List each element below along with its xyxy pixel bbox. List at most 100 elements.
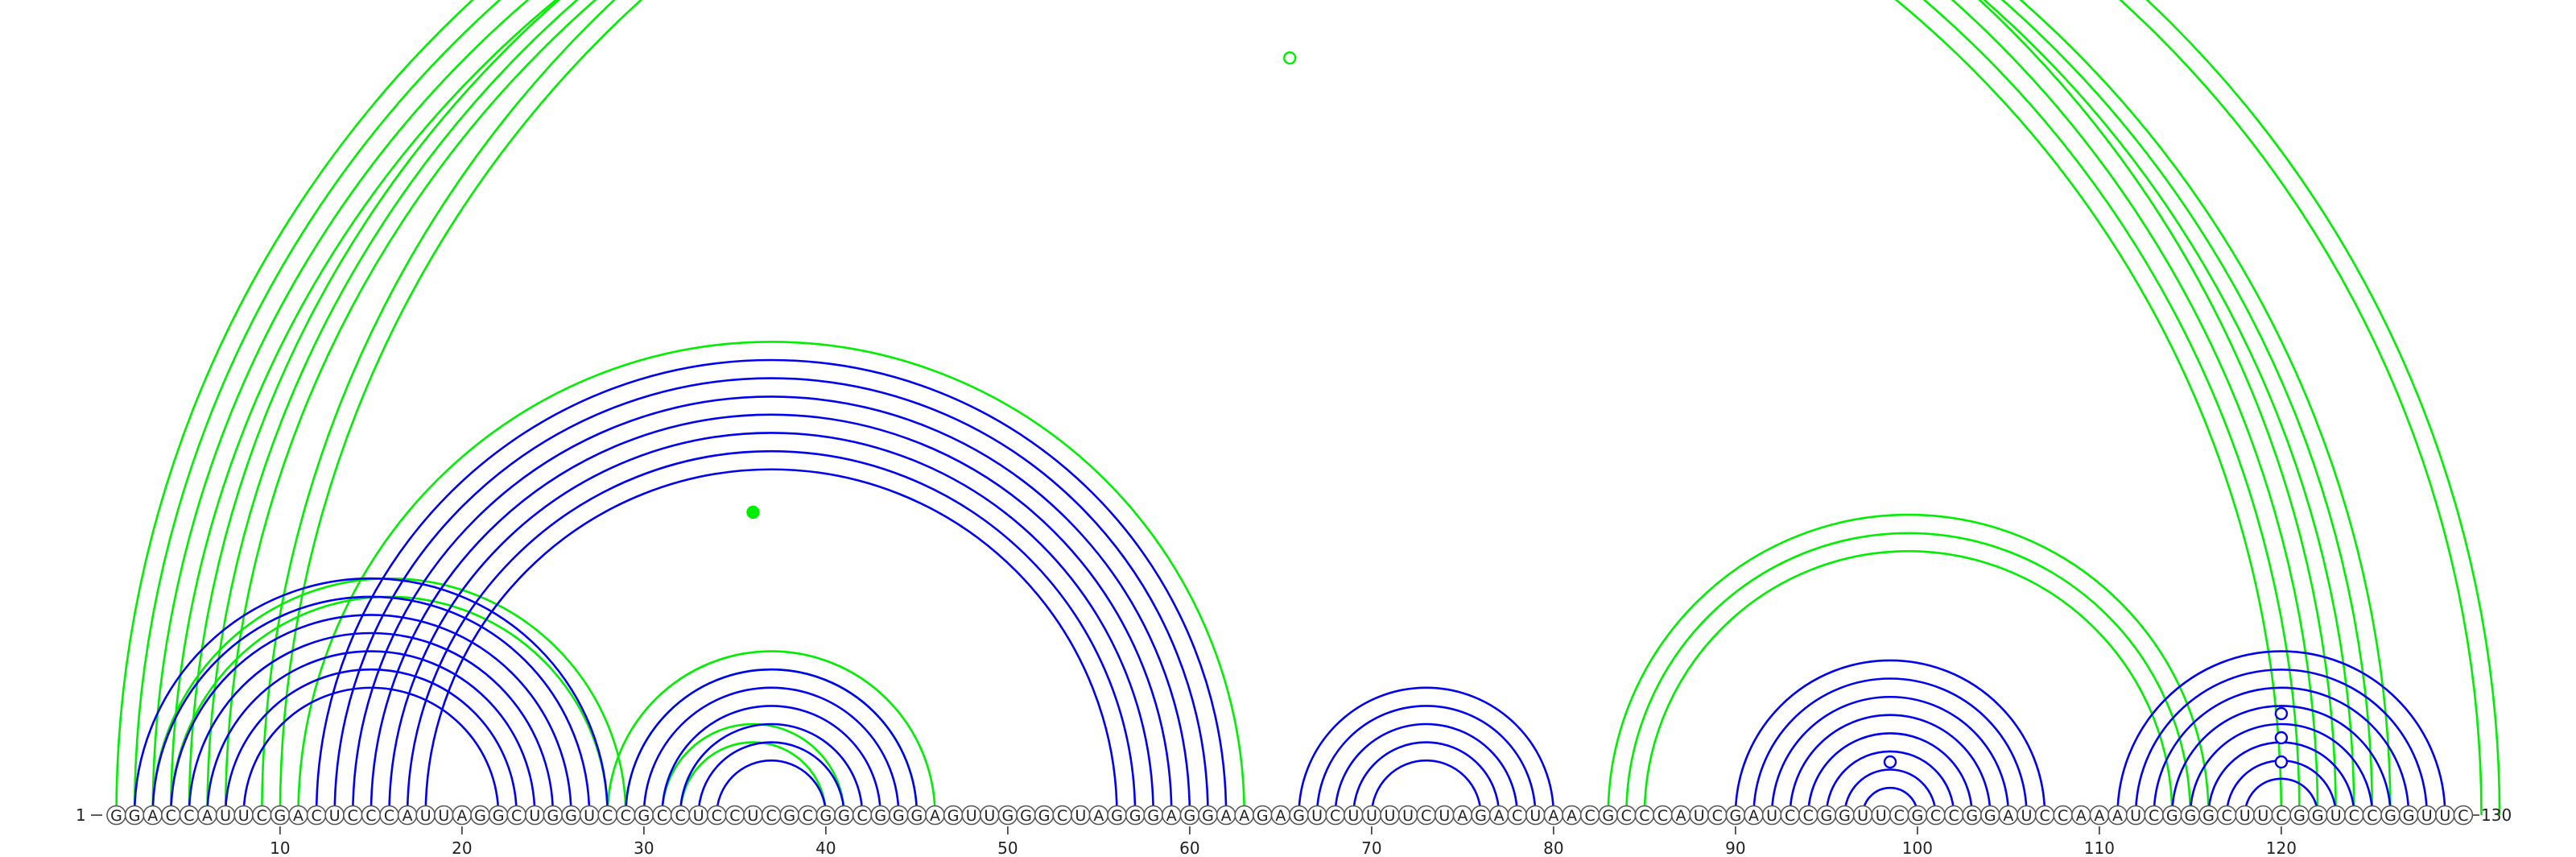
nucleotide-letter: C (602, 807, 613, 825)
nucleotide-letter: U (438, 807, 449, 825)
nucleotide-letter: A (2003, 807, 2013, 825)
nucleotide-letter: U (1439, 807, 1450, 825)
nucleotide-circle (2453, 805, 2474, 826)
structure-a-arc (224, 668, 518, 816)
structure-a-arc (315, 358, 1228, 816)
nucleotide-letter: G (275, 807, 287, 825)
nucleotide-letter: C (2149, 807, 2159, 825)
nucleotide-letter: C (348, 807, 358, 825)
structure-a-arc (1352, 741, 1501, 816)
structure-a-arc (625, 668, 919, 816)
structure-a-arc (2189, 722, 2374, 816)
structure-a-arc (133, 577, 609, 816)
nucleotide-letter: C (766, 807, 776, 825)
nucleotide-letter: C (257, 807, 267, 825)
nucleotide-letter: C (2367, 807, 2377, 825)
structure-a-arcs (133, 358, 2446, 816)
arc-markers (746, 51, 2289, 769)
nucleotide-letter: U (2257, 807, 2268, 825)
structure-a-arc (1298, 686, 1555, 816)
nucleotide-letter: G (129, 807, 141, 825)
nucleotide-letter: A (2094, 807, 2104, 825)
structure-a-arc (369, 413, 1173, 816)
structure-a-arc (424, 468, 1118, 816)
position-axis: 10 20 30 40 50 60 70 80 90 100 110 120 (270, 826, 2297, 857)
nucleotide-letter: U (1311, 807, 1323, 825)
nucleotide-letter: U (748, 807, 759, 825)
structure-a-arc (206, 650, 536, 816)
nucleotide-letter: C (857, 807, 867, 825)
nucleotide-letter: C (2349, 807, 2359, 825)
nucleotide-letter: U (966, 807, 977, 825)
nucleotide-letter: C (729, 807, 740, 825)
nucleotide-letter: A (930, 807, 940, 825)
nucleotide-letter: U (1857, 807, 1868, 825)
nucleotide-letter: A (1676, 807, 1686, 825)
tick-label: 40 (815, 838, 836, 857)
nucleotide-letter: G (2185, 807, 2197, 825)
nucleotide-letter: A (1093, 807, 1104, 825)
nucleotide-letter: A (1239, 807, 1249, 825)
nucleotide-letter: U (529, 807, 540, 825)
nucleotide-letter: U (2130, 807, 2141, 825)
structure-b-arc (188, 0, 2355, 816)
nucleotide-letter: A (1494, 807, 1505, 825)
tick-label: 20 (452, 838, 472, 857)
nucleotide-letter: C (1621, 807, 1632, 825)
structure-a-arc (242, 686, 500, 816)
nucleotide-letter: G (893, 807, 905, 825)
nucleotide-letter: U (2421, 807, 2433, 825)
nucleotide-letter: G (874, 807, 886, 825)
nucleotide-letter: C (2458, 807, 2468, 825)
nucleotide-letter: A (1166, 807, 1177, 825)
tick-label: 120 (2266, 838, 2297, 857)
structure-a-arc (679, 722, 864, 816)
nucleotide-letter: G (1038, 807, 1051, 825)
nucleotide-letter: G (1839, 807, 1851, 825)
nucleotide-letter: G (911, 807, 923, 825)
nucleotide-letter: C (1330, 807, 1340, 825)
nucleotide-letter: G (1002, 807, 1014, 825)
end-position-label: 130 (2481, 805, 2512, 825)
nucleotide-letter: C (803, 807, 813, 825)
nucleotide-letter: C (384, 807, 394, 825)
structure-b-arc (151, 0, 2301, 816)
structure-b-arc (1607, 513, 2210, 816)
structure-a-arc (2171, 705, 2392, 816)
structure-a-arc (2244, 777, 2319, 816)
nucleotide-letter: G (1602, 807, 1614, 825)
structure-b-arc (170, 595, 609, 816)
arc-marker (1282, 51, 1297, 65)
structure-a-arc (1843, 768, 1937, 816)
structure-a-arc (1315, 705, 1537, 816)
nucleotide-letter: G (638, 807, 650, 825)
structure-b-arc (1643, 550, 2174, 816)
structure-b-arc (661, 722, 845, 816)
nucleotide-letter: U (329, 807, 341, 825)
nucleotide-letter: C (1785, 807, 1795, 825)
tick-label: 110 (2084, 838, 2115, 857)
structure-b-arc (606, 650, 936, 816)
nucleotide-letter: G (947, 807, 960, 825)
nucleotide-letter: G (2293, 807, 2306, 825)
nucleotide-letter: U (1876, 807, 1887, 825)
nucleotide-letter: U (2021, 807, 2033, 825)
nucleotide-letter: A (2112, 807, 2123, 825)
structure-a-arc (1861, 786, 1919, 816)
nucleotide-letter: G (1147, 807, 1159, 825)
structure-a-arc (1807, 732, 1973, 816)
nucleotide-letter: A (1548, 807, 1558, 825)
nucleotide-letter: A (1275, 807, 1286, 825)
structure-a-arc (1734, 659, 2046, 816)
arc-marker (746, 505, 760, 520)
structure-b-arcs (115, 0, 2501, 816)
nucleotide-letter: G (1020, 807, 1032, 825)
structure-b-arc (1625, 532, 2192, 816)
structure-a-arc (151, 595, 591, 816)
arc-marker (2274, 706, 2289, 721)
structure-b-arc (115, 0, 2337, 816)
nucleotide-letter: U (1766, 807, 1777, 825)
nucleotide-letter: C (2058, 807, 2068, 825)
nucleotide-letter: G (2384, 807, 2396, 825)
